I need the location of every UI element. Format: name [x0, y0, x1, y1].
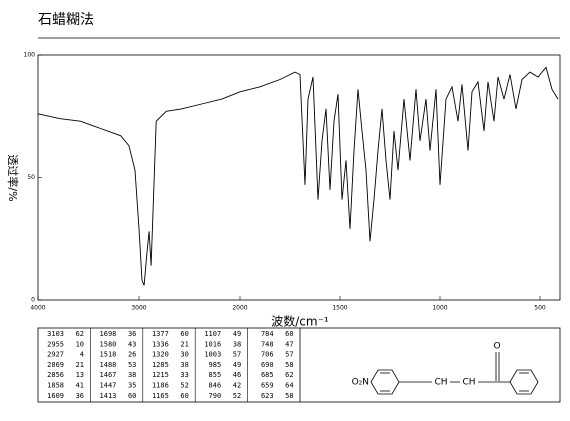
peak-transmittance: 60 — [180, 392, 188, 400]
peak-transmittance: 36 — [128, 330, 136, 338]
peak-wavenumber: 1003 — [204, 351, 221, 359]
peak-transmittance: 58 — [285, 361, 293, 369]
peak-wavenumber: 1320 — [152, 351, 169, 359]
x-tick-label: 3000 — [131, 305, 146, 312]
peak-wavenumber: 1186 — [152, 382, 169, 390]
peak-transmittance: 30 — [180, 351, 188, 359]
peak-wavenumber: 2955 — [47, 340, 64, 348]
peak-wavenumber: 685 — [261, 371, 274, 379]
ring — [509, 369, 539, 395]
peak-transmittance: 60 — [128, 392, 136, 400]
plot-frame — [37, 54, 561, 301]
peak-wavenumber: 690 — [261, 361, 274, 369]
peak-transmittance: 62 — [285, 371, 293, 379]
peak-wavenumber: 1215 — [152, 371, 169, 379]
peak-transmittance: 10 — [76, 340, 84, 348]
peak-transmittance: 57 — [285, 351, 293, 359]
peak-transmittance: 38 — [233, 340, 241, 348]
peak-wavenumber: 1165 — [152, 392, 169, 400]
peak-transmittance: 33 — [180, 371, 188, 379]
peak-transmittance: 60 — [180, 330, 188, 338]
atom-label: CH — [434, 378, 447, 388]
chart-title: 石蜡糊法 — [38, 12, 94, 28]
peak-wavenumber: 1413 — [100, 392, 117, 400]
peak-transmittance: 43 — [128, 340, 136, 348]
peak-wavenumber: 1518 — [100, 351, 117, 359]
peak-wavenumber: 846 — [209, 382, 222, 390]
peak-wavenumber: 2927 — [47, 351, 64, 359]
x-tick-label: 500 — [534, 305, 546, 312]
peak-transmittance: 26 — [128, 351, 136, 359]
atom-label: O — [493, 342, 500, 352]
ring — [370, 369, 400, 395]
peak-transmittance: 62 — [76, 330, 84, 338]
peak-wavenumber: 1107 — [204, 330, 221, 338]
peak-transmittance: 47 — [285, 340, 293, 348]
peak-wavenumber: 2869 — [47, 361, 64, 369]
peak-transmittance: 4 — [80, 351, 84, 359]
peak-wavenumber: 784 — [261, 330, 274, 338]
peak-wavenumber: 1285 — [152, 361, 169, 369]
peak-wavenumber: 623 — [261, 392, 274, 400]
peak-wavenumber: 1580 — [100, 340, 117, 348]
peak-transmittance: 52 — [233, 392, 241, 400]
peak-transmittance: 46 — [233, 371, 241, 379]
info-box — [37, 327, 561, 403]
atom-label: O₂N — [352, 378, 369, 388]
peak-wavenumber: 1467 — [100, 371, 117, 379]
y-tick-label: 50 — [27, 174, 35, 181]
peak-wavenumber: 985 — [209, 361, 222, 369]
x-tick-label: 1500 — [332, 305, 347, 312]
peak-wavenumber: 1447 — [100, 382, 117, 390]
peak-wavenumber: 1377 — [152, 330, 169, 338]
peak-wavenumber: 3103 — [47, 330, 64, 338]
peak-wavenumber: 1609 — [47, 392, 64, 400]
x-axis-label: 波数/cm⁻¹ — [271, 314, 329, 329]
peak-transmittance: 21 — [180, 340, 188, 348]
peak-transmittance: 64 — [285, 382, 293, 390]
peak-transmittance: 35 — [128, 382, 136, 390]
peak-wavenumber: 706 — [261, 351, 274, 359]
peak-transmittance: 42 — [233, 382, 241, 390]
peak-wavenumber: 2856 — [47, 371, 64, 379]
spectrum-line — [37, 66, 559, 286]
peak-wavenumber: 748 — [261, 340, 274, 348]
peak-wavenumber: 1488 — [100, 361, 117, 369]
x-tick-label: 4000 — [30, 305, 45, 312]
peak-wavenumber: 659 — [261, 382, 274, 390]
peak-transmittance: 52 — [180, 382, 188, 390]
peak-transmittance: 13 — [76, 371, 84, 379]
y-tick-label: 100 — [24, 52, 36, 59]
peak-transmittance: 60 — [285, 330, 293, 338]
peak-transmittance: 36 — [76, 392, 84, 400]
peak-transmittance: 57 — [233, 351, 241, 359]
peak-wavenumber: 1336 — [152, 340, 169, 348]
x-tick-label: 2000 — [232, 305, 247, 312]
peak-transmittance: 38 — [180, 361, 188, 369]
structure — [370, 352, 539, 395]
peak-transmittance: 41 — [76, 382, 84, 390]
peak-transmittance: 38 — [128, 371, 136, 379]
atom-label: CH — [462, 378, 475, 388]
peak-wavenumber: 1016 — [204, 340, 221, 348]
peak-wavenumber: 855 — [209, 371, 222, 379]
peak-transmittance: 58 — [285, 392, 293, 400]
peak-transmittance: 49 — [233, 361, 241, 369]
peak-wavenumber: 1698 — [100, 330, 117, 338]
peak-transmittance: 53 — [128, 361, 136, 369]
peak-transmittance: 21 — [76, 361, 84, 369]
peak-wavenumber: 1858 — [47, 382, 64, 390]
y-tick-label: 0 — [31, 297, 35, 304]
y-axis-label: 透过率/% — [6, 154, 20, 201]
peak-wavenumber: 790 — [209, 392, 222, 400]
x-tick-label: 1000 — [432, 305, 447, 312]
peak-transmittance: 49 — [233, 330, 241, 338]
